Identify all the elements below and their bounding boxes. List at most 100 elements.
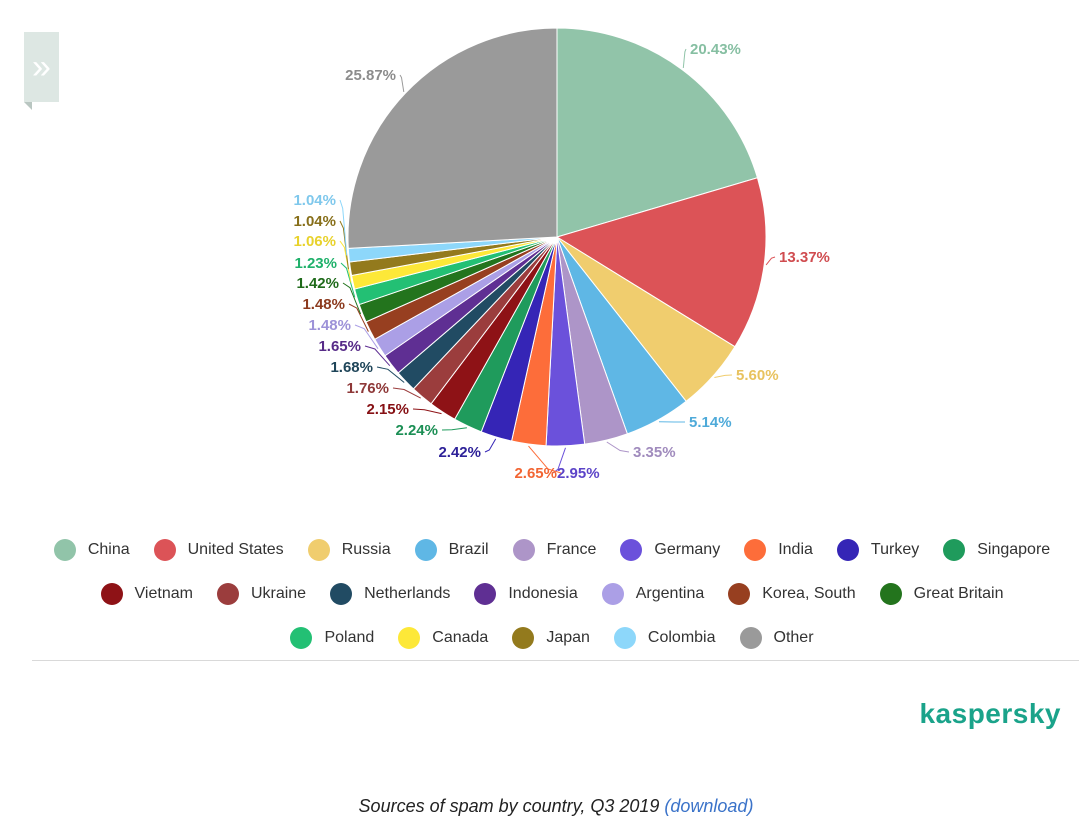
legend-swatch <box>307 539 330 561</box>
leader-line <box>342 282 362 315</box>
leader-line <box>682 48 687 69</box>
legend-swatch <box>620 539 643 561</box>
legend-label: Ukraine <box>250 585 307 602</box>
legend-item[interactable]: Vietnam <box>100 583 193 605</box>
legend-item[interactable]: Japan <box>512 627 590 649</box>
leader-line <box>484 438 497 453</box>
legend-item[interactable]: Singapore <box>943 539 1050 561</box>
leader-line <box>441 427 467 431</box>
legend-item[interactable]: Brazil <box>414 539 489 561</box>
legend-item[interactable]: France <box>512 539 596 561</box>
legend-label: Poland <box>324 629 375 646</box>
legend-label: India <box>778 541 813 558</box>
legend-swatch <box>398 627 421 649</box>
caption-text: Sources of spam by country, Q3 2019 <box>358 796 660 816</box>
legend-label: Indonesia <box>508 585 578 602</box>
slice-value-label: 2.24% <box>395 422 438 439</box>
leader-line <box>714 374 733 378</box>
legend-item[interactable]: Argentina <box>601 583 705 605</box>
legend-label: Korea, South <box>762 585 856 602</box>
chart-legend: China United States Russia Brazil France Germ… <box>32 528 1072 660</box>
slice-value-label: 20.43% <box>690 41 741 58</box>
legend-swatch <box>613 627 636 649</box>
slice-value-label: 2.42% <box>438 444 481 461</box>
leader-line <box>399 74 405 92</box>
legend-swatch <box>512 627 535 649</box>
pie-slice-united-states[interactable] <box>555 177 767 348</box>
legend-label: China <box>87 541 130 558</box>
legend-item[interactable]: Ukraine <box>216 583 307 605</box>
leader-line <box>354 324 379 349</box>
slice-value-label: 13.37% <box>779 249 830 266</box>
legend-item[interactable]: Netherlands <box>330 583 450 605</box>
legend-swatch <box>216 583 239 605</box>
leader-line <box>339 240 352 283</box>
legend-swatch <box>836 539 859 561</box>
legend-item[interactable]: India <box>744 539 813 561</box>
legend-item[interactable]: Colombia <box>613 627 716 649</box>
legend-label: Colombia <box>647 629 716 646</box>
legend-item[interactable]: Great Britain <box>879 583 1004 605</box>
slice-value-label: 25.87% <box>345 67 396 84</box>
legend-label: Russia <box>341 541 391 558</box>
legend-swatch <box>601 583 624 605</box>
pie-slice-china[interactable] <box>556 27 759 238</box>
legend-item[interactable]: Korea, South <box>728 583 856 605</box>
legend-swatch <box>728 583 751 605</box>
leader-line <box>765 256 776 266</box>
legend-item[interactable]: Germany <box>620 539 720 561</box>
legend-item[interactable]: Canada <box>398 627 488 649</box>
legend-item[interactable]: Turkey <box>836 539 919 561</box>
leader-line <box>528 445 562 474</box>
pie-chart: 20.43% 13.37% 5.60% 5.14% 3.35% 2.95%2.65% 2.4… <box>293 27 830 482</box>
leader-line <box>364 345 391 367</box>
legend-swatch <box>943 539 966 561</box>
expand-panel-button[interactable]: » <box>24 32 59 110</box>
slice-value-label: 1.48% <box>302 296 345 313</box>
legend-swatch <box>879 583 902 605</box>
slice-value-label: 1.68% <box>330 359 373 376</box>
legend-item[interactable]: Other <box>739 627 814 649</box>
tab-fold-decoration <box>24 102 32 110</box>
legend-label: Great Britain <box>913 585 1004 602</box>
divider <box>32 660 1079 661</box>
legend-swatch <box>414 539 437 561</box>
slice-value-label: 2.15% <box>366 401 409 418</box>
slice-value-label: 1.65% <box>318 338 361 355</box>
leader-line <box>348 303 369 332</box>
slice-value-label: 1.42% <box>296 275 339 292</box>
legend-item[interactable]: United States <box>153 539 284 561</box>
pie-slice-other[interactable] <box>347 27 558 249</box>
slice-value-label: 1.04% <box>293 192 336 209</box>
leader-line <box>376 366 405 383</box>
legend-label: Vietnam <box>134 585 193 602</box>
download-link[interactable]: (download) <box>664 796 754 816</box>
legend-label: Germany <box>654 541 721 558</box>
legend-swatch <box>330 583 353 605</box>
legend-label: Other <box>773 629 814 646</box>
leader-line <box>412 408 442 415</box>
slice-value-label: 1.48% <box>308 317 351 334</box>
legend-label: Canada <box>432 629 489 646</box>
legend-swatch <box>739 627 762 649</box>
slice-value-label: 5.14% <box>689 414 732 431</box>
leader-line <box>392 387 421 399</box>
legend-item[interactable]: China <box>53 539 130 561</box>
figure-caption: Sources of spam by country, Q3 2019 (dow… <box>0 796 1079 817</box>
legend-swatch <box>474 583 497 605</box>
slice-value-label: 1.23% <box>294 255 337 272</box>
leader-line <box>340 262 356 298</box>
legend-item[interactable]: Russia <box>307 539 391 561</box>
legend-item[interactable]: Indonesia <box>474 583 578 605</box>
legend-label: Netherlands <box>364 585 451 602</box>
legend-swatch <box>53 539 76 561</box>
legend-row: Poland Canada Japan Colombia Other <box>32 616 1072 660</box>
legend-item[interactable]: Poland <box>290 627 374 649</box>
leader-line <box>339 199 348 256</box>
legend-label: Argentina <box>635 585 705 602</box>
legend-label: Brazil <box>448 541 489 558</box>
double-chevron-right-icon: » <box>32 48 51 86</box>
slice-value-label: 1.06% <box>293 233 336 250</box>
slice-value-label: 5.60% <box>736 367 779 384</box>
slice-value-label: 3.35% <box>633 444 676 461</box>
